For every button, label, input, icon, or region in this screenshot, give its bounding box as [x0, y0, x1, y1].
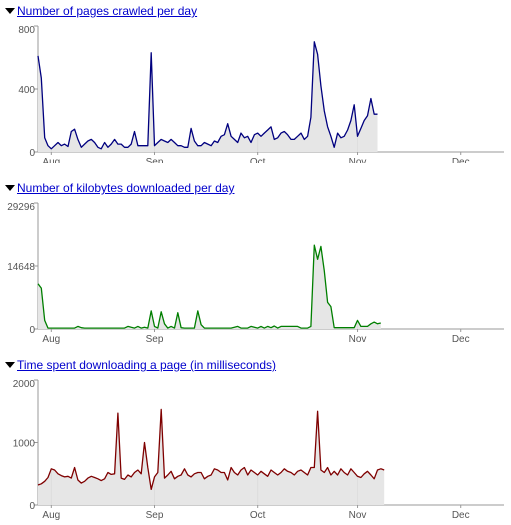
- chart-panel-pages-crawled: Number of pages crawled per day 0 400 800 A…: [0, 3, 511, 163]
- chart-pages-crawled: 0 400 800 Aug Sep Oct Nov Dec: [18, 25, 504, 163]
- chart-kilobytes-downloaded: 0 14648 29296 Aug Sep Nov Dec: [7, 202, 504, 345]
- chart-header[interactable]: Number of pages crawled per day: [5, 3, 197, 19]
- chart-header[interactable]: Number of kilobytes downloaded per day: [5, 180, 234, 196]
- x-tick-label: Nov: [349, 510, 367, 521]
- x-tick-label: Nov: [349, 334, 367, 345]
- y-tick-label: 400: [18, 85, 35, 96]
- series-line: [37, 244, 381, 329]
- x-tick-label: Sep: [146, 157, 164, 163]
- chart-title-link[interactable]: Time spent downloading a page (in millis…: [17, 358, 277, 372]
- chart-header[interactable]: Time spent downloading a page (in millis…: [5, 357, 276, 373]
- series-line: [37, 408, 385, 491]
- x-tick-label: Sep: [146, 334, 164, 345]
- collapse-triangle-icon[interactable]: [5, 362, 15, 368]
- collapse-triangle-icon[interactable]: [5, 185, 15, 191]
- y-tick-label: 0: [29, 325, 35, 336]
- x-tick-label: Nov: [349, 157, 367, 163]
- y-tick-label: 800: [18, 25, 35, 36]
- chart-panel-kilobytes-downloaded: Number of kilobytes downloaded per day 0…: [0, 180, 511, 345]
- chart-title-link[interactable]: Number of kilobytes downloaded per day: [17, 181, 235, 195]
- x-tick-label: Aug: [42, 510, 60, 521]
- x-tick-label: Dec: [452, 510, 470, 521]
- series-area: [38, 41, 378, 152]
- x-tick-label: Dec: [452, 157, 470, 163]
- chart-title-link[interactable]: Number of pages crawled per day: [17, 4, 198, 18]
- series-area: [38, 245, 381, 329]
- y-tick-label: 0: [29, 148, 35, 159]
- chart-panel-download-time: Time spent downloading a page (in millis…: [0, 357, 511, 522]
- x-tick-label: Oct: [250, 157, 266, 163]
- y-tick-label: 0: [29, 501, 35, 512]
- y-tick-label: 29296: [7, 202, 35, 213]
- x-tick-label: Aug: [42, 334, 60, 345]
- series-area: [38, 409, 385, 505]
- x-tick-label: Oct: [250, 510, 266, 521]
- y-tick-label: 14648: [7, 262, 35, 273]
- series-line: [37, 41, 378, 150]
- x-tick-label: Sep: [146, 510, 164, 521]
- x-tick-label: Dec: [452, 334, 470, 345]
- collapse-triangle-icon[interactable]: [5, 8, 15, 14]
- y-tick-label: 2000: [13, 379, 36, 390]
- y-tick-label: 1000: [13, 439, 36, 450]
- x-tick-label: Aug: [42, 157, 60, 163]
- chart-download-time: 0 1000 2000 Aug Sep Oct Nov Dec: [13, 379, 504, 521]
